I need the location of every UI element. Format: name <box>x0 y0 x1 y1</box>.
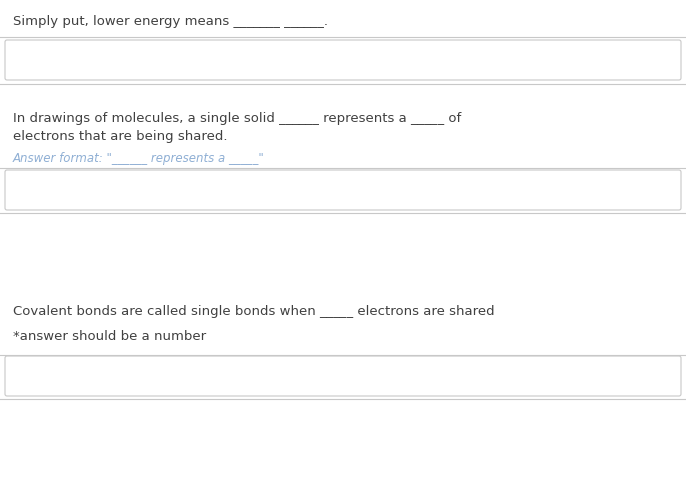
Text: electrons that are being shared.: electrons that are being shared. <box>13 130 228 143</box>
Text: Covalent bonds are called single bonds when _____ electrons are shared: Covalent bonds are called single bonds w… <box>13 305 495 318</box>
Text: In drawings of molecules, a single solid ______ represents a _____ of: In drawings of molecules, a single solid… <box>13 112 461 125</box>
Text: Simply put, lower energy means _______ ______.: Simply put, lower energy means _______ _… <box>13 15 328 28</box>
Text: Answer format: "______ represents a _____": Answer format: "______ represents a ____… <box>13 152 265 165</box>
Text: *answer should be a number: *answer should be a number <box>13 330 206 343</box>
FancyBboxPatch shape <box>5 356 681 396</box>
FancyBboxPatch shape <box>5 40 681 80</box>
FancyBboxPatch shape <box>5 170 681 210</box>
